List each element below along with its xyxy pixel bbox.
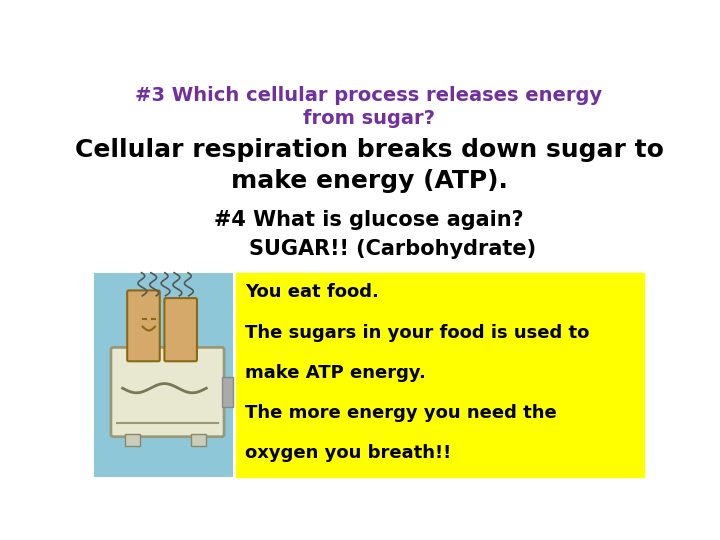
Text: The sugars in your food is used to: The sugars in your food is used to bbox=[245, 323, 590, 341]
Text: oxygen you breath!!: oxygen you breath!! bbox=[245, 444, 451, 462]
Text: The more energy you need the: The more energy you need the bbox=[245, 403, 557, 422]
Bar bbox=[191, 434, 206, 446]
FancyBboxPatch shape bbox=[164, 298, 197, 361]
Text: You eat food.: You eat food. bbox=[245, 284, 379, 301]
Bar bbox=[235, 273, 644, 477]
Text: Cellular respiration breaks down sugar to: Cellular respiration breaks down sugar t… bbox=[75, 138, 663, 162]
Bar bbox=[222, 377, 233, 408]
Bar bbox=[125, 434, 140, 446]
FancyBboxPatch shape bbox=[111, 347, 224, 437]
Text: from sugar?: from sugar? bbox=[303, 110, 435, 129]
Bar bbox=[94, 273, 233, 477]
FancyBboxPatch shape bbox=[127, 291, 160, 361]
Text: make energy (ATP).: make energy (ATP). bbox=[230, 168, 508, 193]
Text: #3 Which cellular process releases energy: #3 Which cellular process releases energ… bbox=[135, 86, 603, 105]
Text: #4 What is glucose again?: #4 What is glucose again? bbox=[214, 210, 524, 230]
Text: SUGAR!! (Carbohydrate): SUGAR!! (Carbohydrate) bbox=[248, 239, 536, 259]
Text: make ATP energy.: make ATP energy. bbox=[245, 363, 426, 382]
